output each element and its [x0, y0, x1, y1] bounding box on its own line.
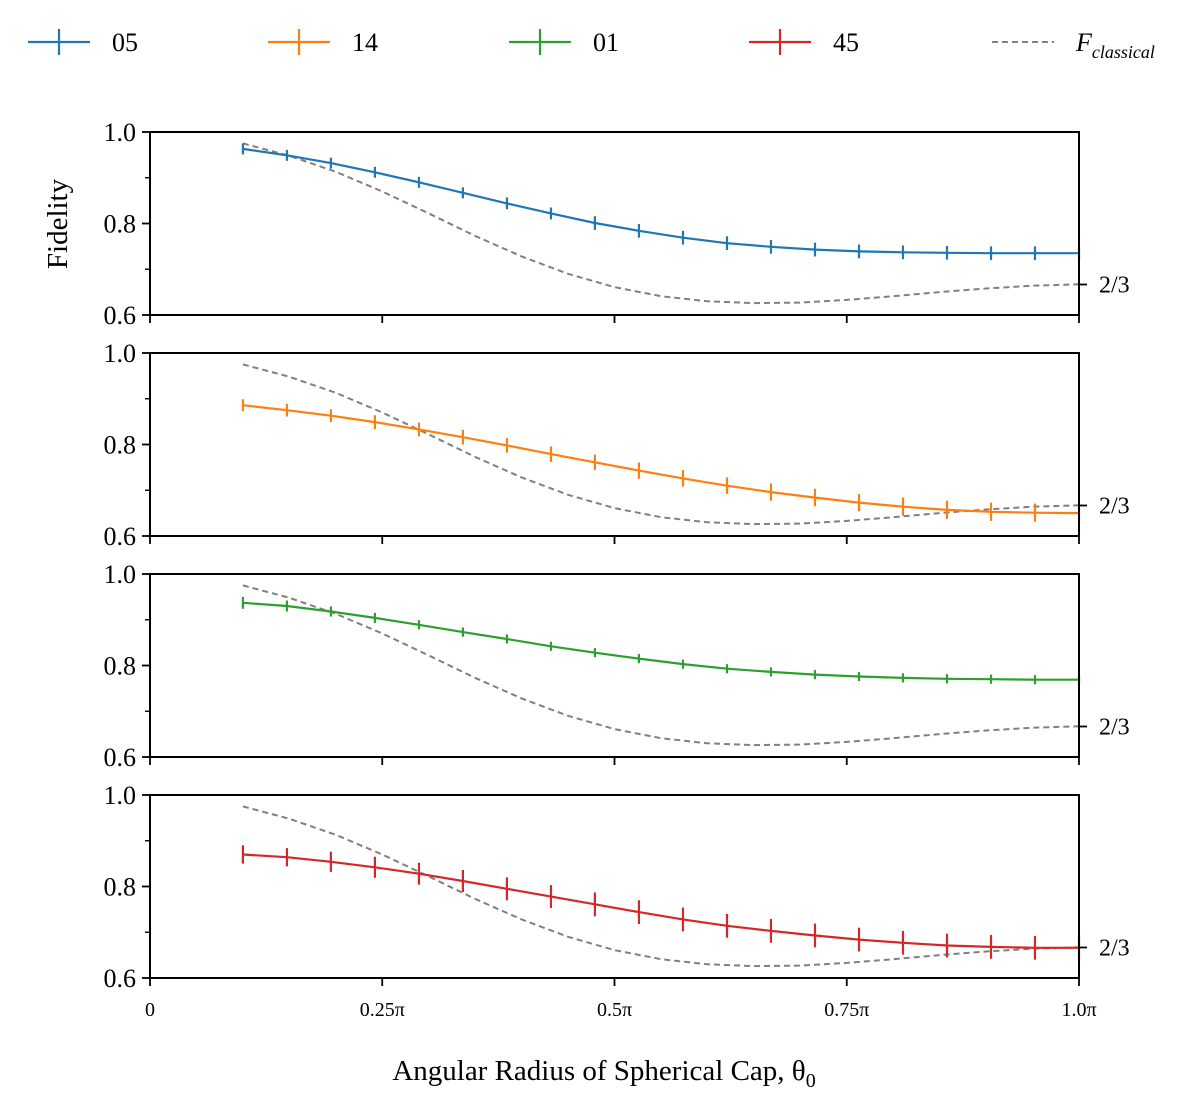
x-tick-label: 0.25π	[360, 999, 405, 1021]
x-tick-label: 0.5π	[597, 999, 632, 1021]
y-tick-label: 0.8	[104, 873, 137, 902]
y-tick-label: 1.0	[104, 781, 137, 810]
y-tick-label: 1.0	[104, 339, 137, 368]
axes-frame	[149, 573, 1080, 758]
y-tick-label: 0.6	[104, 522, 137, 551]
classical-curve-05	[242, 142, 1079, 305]
y-tick-label: 0.6	[104, 301, 137, 330]
legend-label: 45	[833, 28, 859, 57]
subplot-01: 0.6 0.8 1.0 2/3	[104, 560, 1130, 772]
axes-frame	[149, 131, 1080, 316]
series-line-14	[242, 404, 1080, 515]
x-tick-label: 0.75π	[824, 999, 869, 1021]
legend-label: 05	[112, 28, 138, 57]
legend: 05 14 01 45 Fclassical	[28, 28, 1155, 62]
y-tick-label: 1.0	[104, 560, 137, 589]
legend-entry-14: 14	[268, 28, 378, 57]
subplot-14: 0.6 0.8 1.0 2/3	[104, 339, 1130, 551]
legend-label: 01	[593, 28, 619, 57]
legend-entry-01: 01	[509, 28, 619, 57]
legend-entry-classical: Fclassical	[992, 28, 1155, 62]
series-line-01	[242, 601, 1079, 681]
x-tick-label: 0	[145, 999, 155, 1021]
x-tick-label: 1.0π	[1061, 999, 1096, 1021]
legend-entry-05: 05	[28, 28, 138, 57]
right-tick-label: 2/3	[1099, 272, 1130, 298]
y-tick-label: 0.8	[104, 652, 137, 681]
right-tick-label: 2/3	[1099, 493, 1130, 519]
y-tick-label: 0.8	[104, 210, 137, 239]
y-tick-label: 1.0	[104, 118, 137, 147]
axes-frame	[149, 794, 1080, 979]
legend-entry-45: 45	[749, 28, 859, 57]
y-tick-label: 0.6	[104, 964, 137, 993]
classical-curve-01	[242, 584, 1079, 747]
right-tick-label: 2/3	[1099, 935, 1130, 961]
y-tick-label: 0.8	[104, 431, 137, 460]
legend-label: 14	[352, 28, 378, 57]
series-line-05	[242, 147, 1079, 255]
y-axis-label: Fidelity	[42, 178, 74, 269]
series-line-45	[242, 853, 1079, 949]
right-tick-label: 2/3	[1099, 714, 1130, 740]
subplot-05: 0.6 0.8 1.0 2/3	[104, 118, 1130, 330]
classical-curve-14	[242, 363, 1079, 526]
y-tick-label: 0.6	[104, 743, 137, 772]
subplot-stack: 0.60.81.02/30.60.81.02/30.60.81.02/30.60…	[104, 118, 1130, 1021]
subplot-45: 0.6 0.8 1.0 2/3 0 0.25π 0.5π 0.75π 1.0π	[104, 781, 1130, 1021]
legend-label: Fclassical	[1075, 28, 1155, 62]
x-axis-label: Angular Radius of Spherical Cap, θ0	[392, 1055, 815, 1092]
classical-curve-45	[242, 805, 1079, 968]
